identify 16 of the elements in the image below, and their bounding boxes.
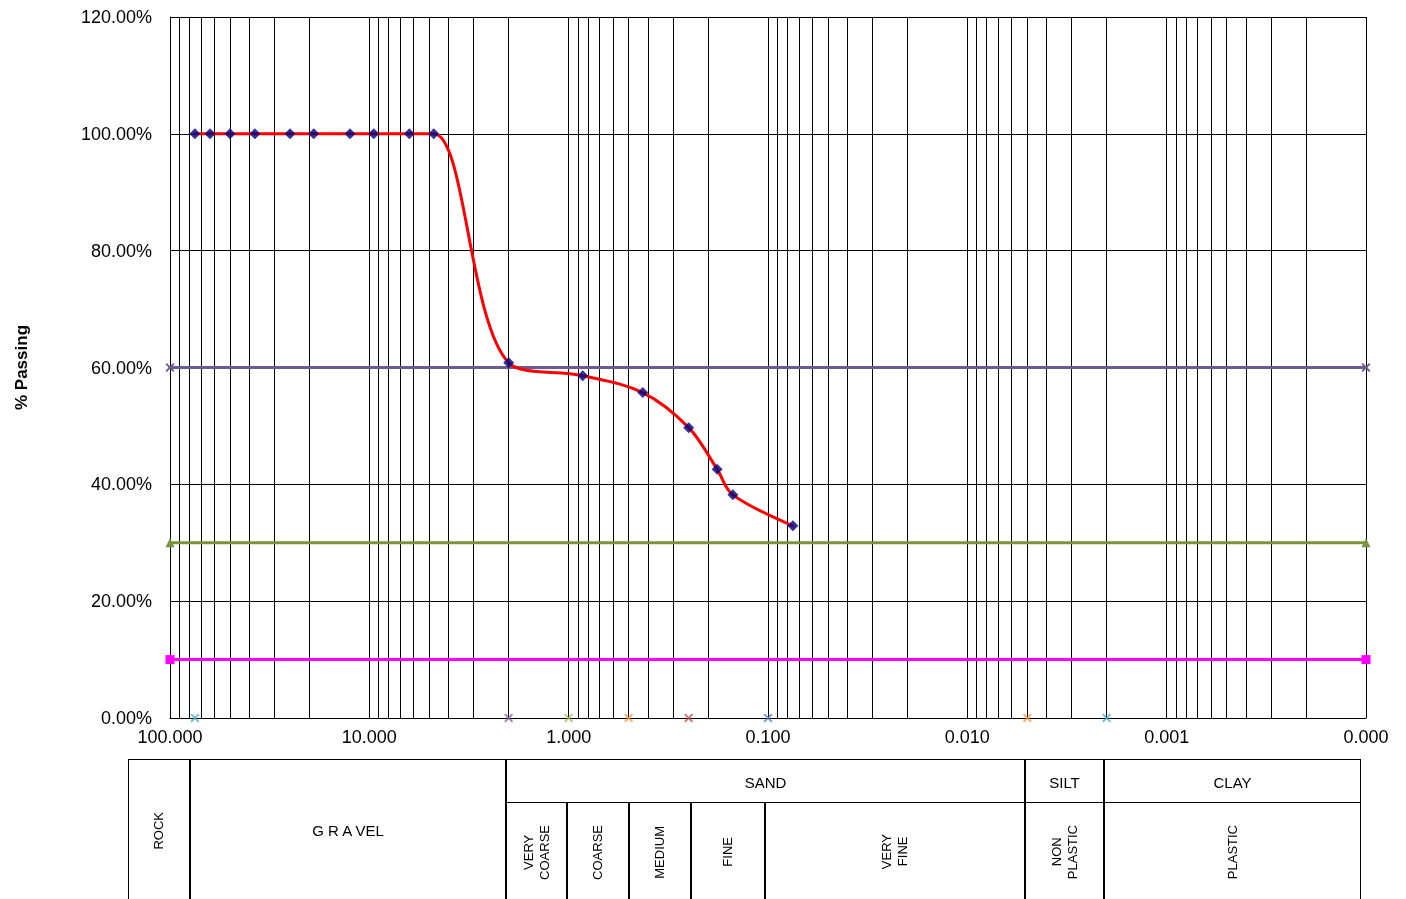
y-axis-title: % Passing <box>12 324 31 411</box>
y-tick-label: 0.00% <box>100 708 152 728</box>
x-tick-label: 0.001 <box>1144 727 1190 747</box>
x-tick-label: 0.010 <box>944 727 990 747</box>
x-tick-label: 10.000 <box>341 727 397 747</box>
y-tick-label: 60.00% <box>90 357 152 378</box>
y-tick-label: 20.00% <box>90 591 152 612</box>
x-tick-label: 0.100 <box>745 727 791 747</box>
x-tick-label: 0.000 <box>1343 727 1389 747</box>
y-tick-label: 100.00% <box>80 123 152 144</box>
y-tick-label: 40.00% <box>90 474 152 495</box>
y-tick-label: 120.00% <box>80 7 152 27</box>
x-tick-label: 100.000 <box>137 727 203 747</box>
x-tick-label: 1.000 <box>546 727 592 747</box>
y-tick-label: 80.00% <box>90 240 152 261</box>
classification-table: ROCK G R A VEL SAND VERY COARSE COARSE MEDIUM FINE VERY FINE SILT NON PLASTIC CLAY PLASTIC <box>128 759 1361 899</box>
